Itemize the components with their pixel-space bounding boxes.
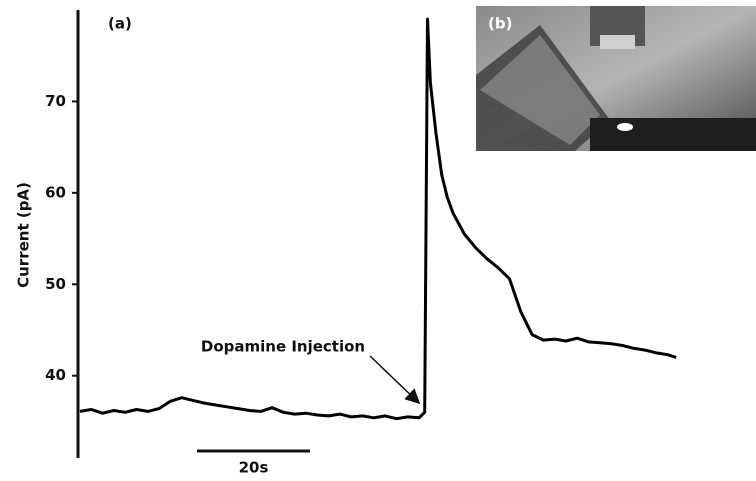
panel-label: (b) (488, 15, 512, 33)
data-line (79, 17, 677, 421)
y-tick-label: 50 (45, 275, 66, 293)
y-tick-label: 40 (45, 366, 66, 384)
y-tick-label: 70 (45, 92, 66, 110)
scale-bar-label: 20s (239, 459, 269, 477)
y-axis-label: Current (pA) (15, 182, 33, 288)
annotation: Dopamine Injection (201, 338, 365, 356)
annotation-arrow (369, 355, 421, 405)
inset-photo (476, 6, 756, 151)
panel-label: (a) (108, 15, 132, 33)
y-tick-label: 60 (45, 183, 66, 201)
